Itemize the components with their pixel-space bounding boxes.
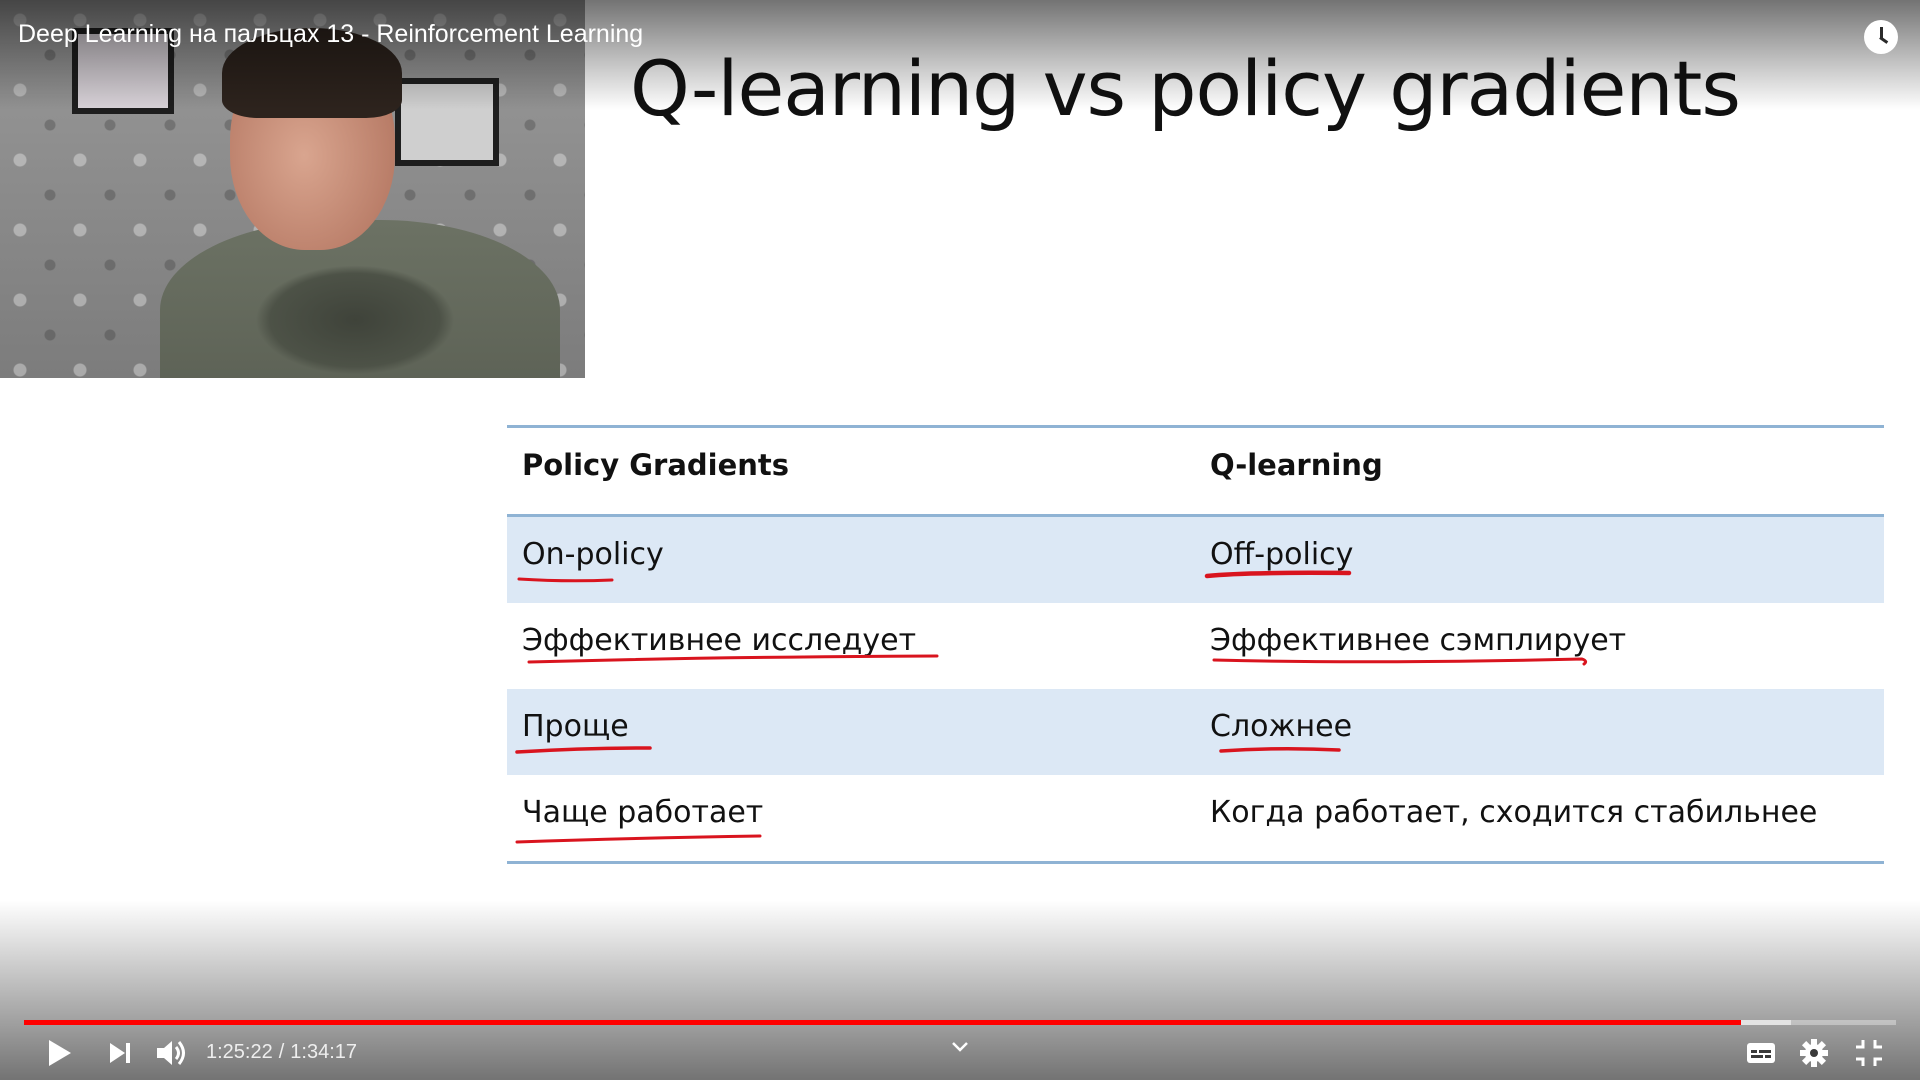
slide-title: Q-learning vs policy gradients [630,44,1741,133]
shirt-print [255,265,455,375]
play-icon [49,1040,71,1066]
fullscreen-button[interactable] [1852,1036,1886,1070]
time-display: 1:25:22/1:34:17 [206,1041,357,1064]
time-total: 1:34:17 [290,1041,358,1063]
time-separator: / [278,1041,285,1063]
table-cell: On-policy [522,537,664,572]
next-button[interactable] [105,1036,137,1070]
red-underline [515,745,655,754]
next-icon [110,1043,130,1063]
video-title[interactable]: Deep Learning на пальцах 13 - Reinforcem… [18,20,644,48]
table-cell: Off-policy [1210,537,1354,572]
red-underline [1219,745,1344,753]
table-cell: Чаще работает [522,795,764,830]
red-underline [1204,569,1354,579]
volume-button[interactable] [154,1036,190,1070]
comparison-table: Policy Gradients Q-learning On-policy Of… [507,425,1884,864]
exit-fullscreen-icon [1856,1040,1882,1066]
table-cell: Когда работает, сходится стабильнее [1210,795,1818,830]
settings-button[interactable] [1797,1036,1831,1070]
chevron-down-icon [952,1042,968,1052]
volume-icon [157,1041,185,1065]
progress-bar[interactable] [24,1020,1896,1025]
table-cell: Эффективнее исследует [522,623,917,658]
clock-icon[interactable] [1864,20,1898,54]
red-underline [1212,655,1592,666]
play-button[interactable] [44,1036,76,1070]
gear-icon [1800,1039,1828,1067]
table-cell: Эффективнее сэмплирует [1210,623,1627,658]
table-row: Проще Сложнее [507,689,1884,775]
chapters-chevron[interactable] [950,1040,970,1054]
wall-picture-frame [395,78,499,166]
table-row: Эффективнее исследует Эффективнее сэмпли… [507,603,1884,689]
subtitles-button[interactable] [1744,1036,1778,1070]
table-row: On-policy Off-policy [507,517,1884,603]
red-underline [515,833,765,844]
red-underline [517,575,617,583]
progress-played [24,1020,1741,1025]
table-header-row: Policy Gradients Q-learning [507,428,1884,517]
webcam-overlay [0,0,585,378]
table-row: Чаще работает Когда работает, сходится с… [507,775,1884,861]
red-underline [527,653,947,664]
table-cell: Сложнее [1210,709,1353,744]
subtitles-icon [1747,1043,1775,1063]
table-cell: Проще [522,709,629,744]
time-current: 1:25:22 [206,1041,273,1063]
header-q-learning: Q-learning [1210,448,1383,482]
header-policy-gradients: Policy Gradients [522,448,790,482]
